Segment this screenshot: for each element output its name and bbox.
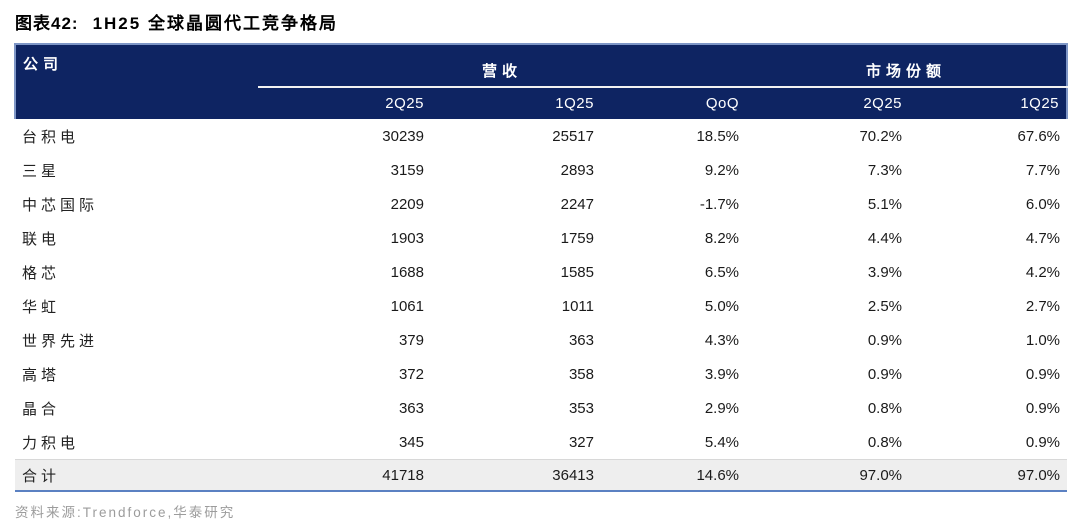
share-1q25-cell: 4.7% xyxy=(909,221,1068,255)
revenue-1q25-cell: 1585 xyxy=(431,255,601,289)
table-group-header-row: 公司 营收 市场份额 xyxy=(14,43,1069,119)
share-2q25-cell: 0.8% xyxy=(746,425,910,460)
company-cell: 晶合 xyxy=(15,391,258,425)
qoq-cell: 3.9% xyxy=(601,357,747,391)
company-cell: 三星 xyxy=(15,153,258,187)
revenue-2q25-cell: 345 xyxy=(258,425,431,460)
revenue-1q25-cell: 25517 xyxy=(431,119,601,153)
share-2q25-cell: 7.3% xyxy=(746,153,910,187)
revenue-1q25-cell: 2893 xyxy=(431,153,601,187)
table-row-tower: 高塔 372 358 3.9% 0.9% 0.9% xyxy=(15,357,1068,391)
revenue-2q25-cell: 3159 xyxy=(258,153,431,187)
share-2q25-header: 2Q25 xyxy=(746,87,910,119)
total-share-1q25-cell: 97.0% xyxy=(909,459,1068,492)
revenue-1q25-cell: 1011 xyxy=(431,289,601,323)
company-cell: 华虹 xyxy=(15,289,258,323)
share-1q25-header: 1Q25 xyxy=(909,87,1069,119)
company-cell: 台积电 xyxy=(15,119,258,153)
share-2q25-cell: 3.9% xyxy=(746,255,910,289)
revenue-1q25-header: 1Q25 xyxy=(431,87,601,119)
revenue-2q25-cell: 2209 xyxy=(258,187,431,221)
market-share-group-header: 市场份额 xyxy=(746,43,1069,88)
total-share-2q25-cell: 97.0% xyxy=(746,459,910,492)
qoq-cell: 8.2% xyxy=(601,221,747,255)
qoq-header: QoQ xyxy=(601,87,747,119)
revenue-2q25-cell: 1903 xyxy=(258,221,431,255)
revenue-2q25-header: 2Q25 xyxy=(258,87,431,119)
total-label-cell: 合计 xyxy=(15,459,258,492)
foundry-competition-table: 公司 营收 市场份额 2Q25 1Q25 QoQ 2Q25 1Q25 台积电 3… xyxy=(14,43,1069,492)
company-cell: 力积电 xyxy=(15,425,258,460)
revenue-2q25-cell: 30239 xyxy=(258,119,431,153)
company-cell: 中芯国际 xyxy=(15,187,258,221)
table-row-samsung: 三星 3159 2893 9.2% 7.3% 7.7% xyxy=(15,153,1068,187)
table-row-tsmc: 台积电 30239 25517 18.5% 70.2% 67.6% xyxy=(15,119,1068,153)
revenue-2q25-cell: 1688 xyxy=(258,255,431,289)
company-cell: 世界先进 xyxy=(15,323,258,357)
table-row-nexchip: 晶合 363 353 2.9% 0.8% 0.9% xyxy=(15,391,1068,425)
qoq-cell: -1.7% xyxy=(601,187,747,221)
table-row-vis: 世界先进 379 363 4.3% 0.9% 1.0% xyxy=(15,323,1068,357)
share-2q25-cell: 0.9% xyxy=(746,357,910,391)
total-qoq-cell: 14.6% xyxy=(601,459,747,492)
qoq-cell: 9.2% xyxy=(601,153,747,187)
revenue-1q25-cell: 1759 xyxy=(431,221,601,255)
revenue-2q25-cell: 363 xyxy=(258,391,431,425)
revenue-2q25-cell: 1061 xyxy=(258,289,431,323)
share-2q25-cell: 2.5% xyxy=(746,289,910,323)
qoq-cell: 5.0% xyxy=(601,289,747,323)
share-1q25-cell: 6.0% xyxy=(909,187,1068,221)
revenue-group-header: 营收 xyxy=(258,43,747,88)
qoq-cell: 4.3% xyxy=(601,323,747,357)
table-subheader-row: 2Q25 1Q25 QoQ 2Q25 1Q25 xyxy=(15,87,1069,119)
figure-title: 图表42: 1H25 全球晶圆代工竞争格局 xyxy=(15,9,1066,34)
source-note: 资料来源:Trendforce,华泰研究 xyxy=(15,505,236,520)
company-column-header: 公司 xyxy=(14,43,258,119)
share-2q25-cell: 4.4% xyxy=(746,221,910,255)
share-1q25-cell: 4.2% xyxy=(909,255,1068,289)
share-1q25-cell: 0.9% xyxy=(909,391,1068,425)
total-revenue-1q25-cell: 36413 xyxy=(431,459,601,492)
revenue-2q25-cell: 372 xyxy=(258,357,431,391)
qoq-cell: 5.4% xyxy=(601,425,747,460)
company-cell: 联电 xyxy=(15,221,258,255)
revenue-1q25-cell: 353 xyxy=(431,391,601,425)
figure-label: 图表42: xyxy=(15,14,79,33)
table-row-umc: 联电 1903 1759 8.2% 4.4% 4.7% xyxy=(15,221,1068,255)
qoq-cell: 18.5% xyxy=(601,119,747,153)
share-1q25-cell: 67.6% xyxy=(909,119,1068,153)
revenue-1q25-cell: 363 xyxy=(431,323,601,357)
share-2q25-cell: 0.9% xyxy=(746,323,910,357)
share-2q25-cell: 70.2% xyxy=(746,119,910,153)
table-row-huahong: 华虹 1061 1011 5.0% 2.5% 2.7% xyxy=(15,289,1068,323)
share-1q25-cell: 0.9% xyxy=(909,425,1068,460)
table-total-row: 合计 41718 36413 14.6% 97.0% 97.0% xyxy=(15,459,1068,492)
table-row-smic: 中芯国际 2209 2247 -1.7% 5.1% 6.0% xyxy=(15,187,1068,221)
company-cell: 高塔 xyxy=(15,357,258,391)
table-row-psmc: 力积电 345 327 5.4% 0.8% 0.9% xyxy=(15,425,1068,460)
company-cell: 格芯 xyxy=(15,255,258,289)
share-1q25-cell: 0.9% xyxy=(909,357,1068,391)
figure-name: 1H25 全球晶圆代工竞争格局 xyxy=(92,14,338,33)
share-2q25-cell: 0.8% xyxy=(746,391,910,425)
qoq-cell: 6.5% xyxy=(601,255,747,289)
share-2q25-cell: 5.1% xyxy=(746,187,910,221)
table-row-globalfoundries: 格芯 1688 1585 6.5% 3.9% 4.2% xyxy=(15,255,1068,289)
share-1q25-cell: 1.0% xyxy=(909,323,1068,357)
total-revenue-2q25-cell: 41718 xyxy=(258,459,431,492)
revenue-1q25-cell: 327 xyxy=(431,425,601,460)
share-1q25-cell: 2.7% xyxy=(909,289,1068,323)
report-figure: 图表42: 1H25 全球晶圆代工竞争格局 公司 营收 市场份额 2Q25 1Q2… xyxy=(14,9,1069,520)
qoq-cell: 2.9% xyxy=(601,391,747,425)
share-1q25-cell: 7.7% xyxy=(909,153,1068,187)
revenue-1q25-cell: 2247 xyxy=(431,187,601,221)
revenue-2q25-cell: 379 xyxy=(258,323,431,357)
revenue-1q25-cell: 358 xyxy=(431,357,601,391)
